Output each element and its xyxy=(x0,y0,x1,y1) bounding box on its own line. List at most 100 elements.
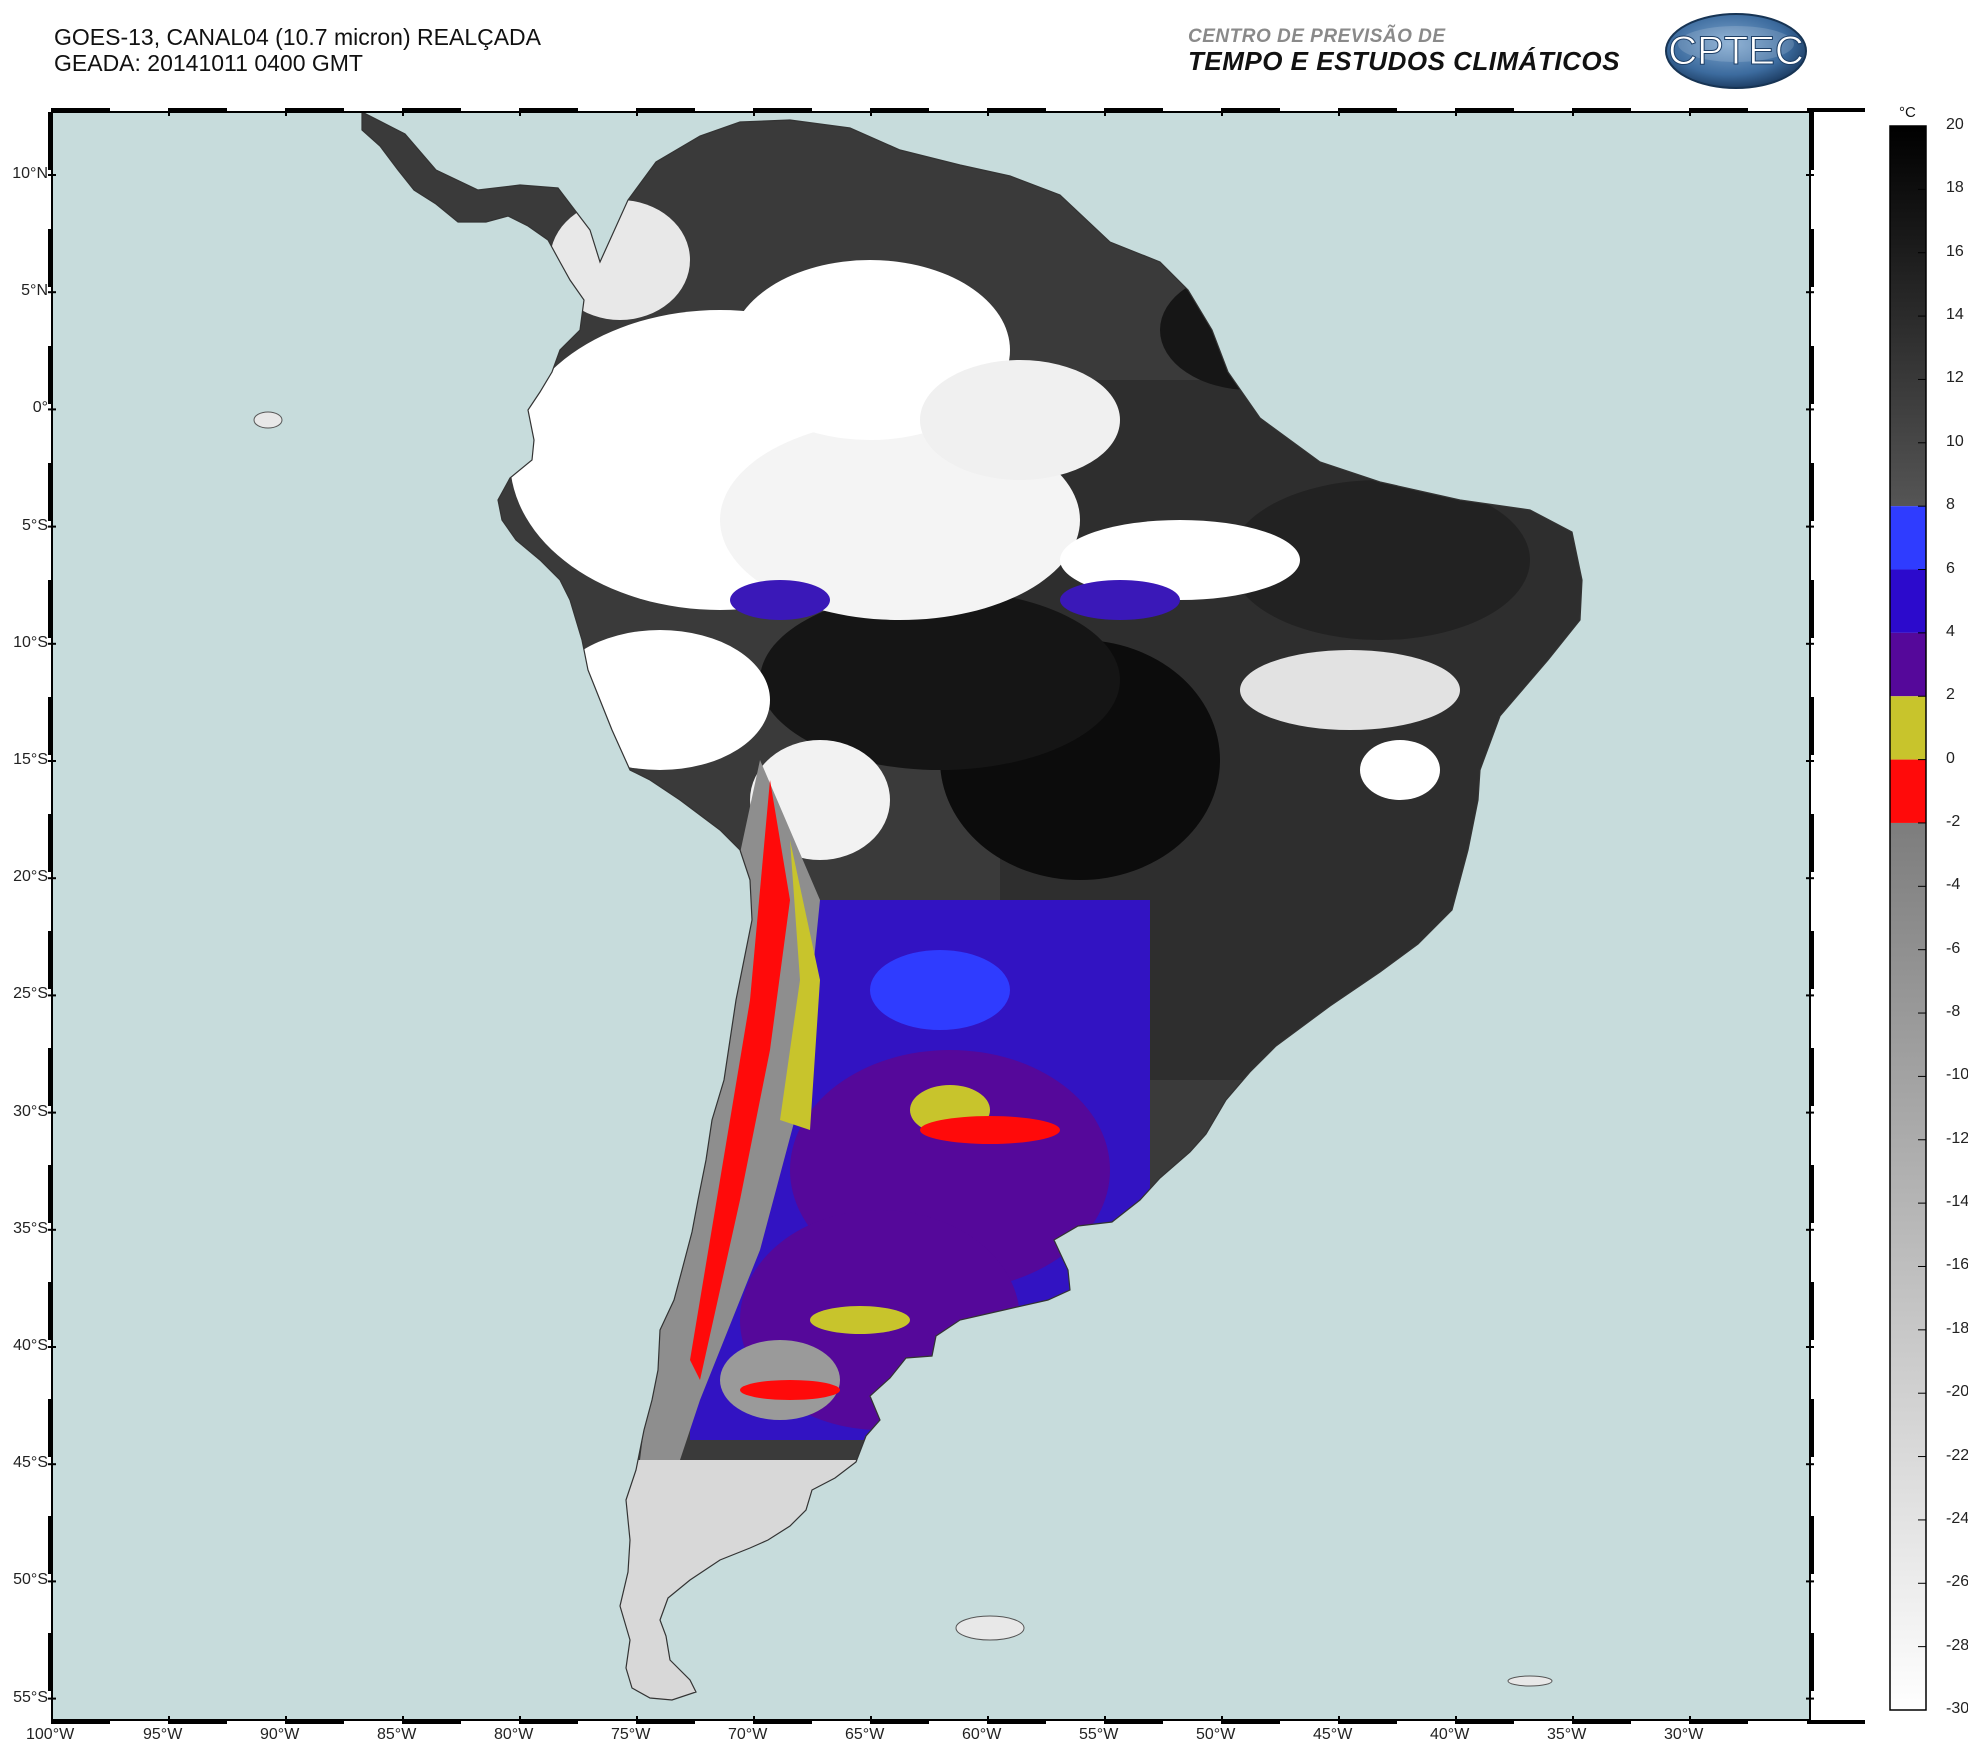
frame-bar xyxy=(520,108,578,112)
longitude-label: 90°W xyxy=(260,1726,300,1743)
frame-bar xyxy=(871,108,929,112)
frame-bar xyxy=(1810,346,1814,404)
longitude-label: 100°W xyxy=(26,1726,75,1743)
frame-bar xyxy=(48,1165,52,1223)
longitude-label: 75°W xyxy=(611,1726,651,1743)
colorbar-label: -6 xyxy=(1946,939,1961,957)
colorbar-label: -26 xyxy=(1946,1573,1968,1591)
frame-bar xyxy=(48,1633,52,1691)
colorbar-segment xyxy=(1890,506,1926,570)
longitude-label: 30°W xyxy=(1664,1726,1704,1743)
colorbar-label: 8 xyxy=(1946,496,1955,514)
frame-bar xyxy=(1222,108,1280,112)
frame-bar xyxy=(988,108,1046,112)
frame-bar xyxy=(48,463,52,521)
frame-bar xyxy=(48,1516,52,1574)
frame-bar xyxy=(52,108,110,112)
frame-bar xyxy=(1810,1165,1814,1223)
frame-bar xyxy=(48,1399,52,1457)
latitude-label: 55°S xyxy=(13,1688,48,1706)
longitude-label: 95°W xyxy=(143,1726,183,1743)
frame-bar xyxy=(1810,931,1814,989)
frame-bar xyxy=(1807,108,1865,112)
south-georgia-island xyxy=(1507,1675,1553,1687)
longitude-label: 65°W xyxy=(845,1726,885,1743)
colorbar-label: 10 xyxy=(1946,432,1964,450)
frame-bar xyxy=(1339,1720,1397,1724)
colorbar-label: -16 xyxy=(1946,1256,1968,1274)
institution-name-bottom: TEMPO E ESTUDOS CLIMÁTICOS xyxy=(1188,46,1620,76)
colorbar-label: -30 xyxy=(1946,1700,1968,1717)
frame-bar xyxy=(1105,1720,1163,1724)
frame-bar xyxy=(286,108,344,112)
frame-bar xyxy=(1810,1399,1814,1457)
longitude-label: 50°W xyxy=(1196,1726,1236,1743)
frame-bar xyxy=(637,108,695,112)
latitude-label: 10°N xyxy=(12,165,48,182)
latitude-label: 0° xyxy=(32,399,48,417)
colorbar-label: 12 xyxy=(1946,369,1964,387)
longitude-label: 85°W xyxy=(377,1726,417,1743)
galapagos-islands xyxy=(253,411,283,429)
latitude-label: 50°S xyxy=(13,1571,48,1589)
frame-bar xyxy=(48,1048,52,1106)
colorbar-label: 0 xyxy=(1946,749,1955,767)
colorbar-label: -24 xyxy=(1946,1509,1968,1527)
frame-bar xyxy=(1807,1720,1865,1724)
colorbar-label: -8 xyxy=(1946,1003,1961,1021)
colorbar-label: 16 xyxy=(1946,242,1964,260)
map-subtitle: GEADA: 20141011 0400 GMT xyxy=(54,50,363,76)
colorbar-segment xyxy=(1890,759,1926,823)
latitude-label: 5°S xyxy=(22,516,48,534)
frame-bar xyxy=(1105,108,1163,112)
cptec-logo: CPTEC xyxy=(1665,13,1807,89)
latitude-label: 45°S xyxy=(13,1454,48,1472)
frame-bar xyxy=(48,814,52,872)
colorbar-label: -2 xyxy=(1946,812,1961,830)
frame-bar xyxy=(403,1720,461,1724)
frame-bar xyxy=(1810,229,1814,287)
frame-bar xyxy=(403,108,461,112)
colorbar-label: 20 xyxy=(1946,116,1964,133)
frame-bar xyxy=(48,697,52,755)
frame-bar xyxy=(1810,697,1814,755)
frame-bar xyxy=(1810,1516,1814,1574)
frame-bar xyxy=(169,1720,227,1724)
frame-bar xyxy=(1810,580,1814,638)
frame-bar xyxy=(754,1720,812,1724)
frame-bar xyxy=(871,1720,929,1724)
frame-bar xyxy=(48,931,52,989)
map-frame-ticks xyxy=(48,108,1865,1724)
frame-bar xyxy=(48,229,52,287)
map-frame xyxy=(51,111,1811,1721)
latitude-label: 15°S xyxy=(13,751,48,768)
frame-bar xyxy=(1456,1720,1514,1724)
colorbar-label: -22 xyxy=(1946,1446,1968,1464)
frame-bar xyxy=(1339,108,1397,112)
frame-bar xyxy=(169,108,227,112)
map-title: GOES-13, CANAL04 (10.7 micron) REALÇADA xyxy=(54,24,542,50)
colorbar-label: 18 xyxy=(1946,179,1964,197)
colorbar-segment xyxy=(1890,696,1926,760)
colorbar-label: -4 xyxy=(1946,876,1961,894)
latitude-label: 35°S xyxy=(13,1219,48,1237)
colorbar-label: -28 xyxy=(1946,1636,1968,1654)
colorbar-segment xyxy=(1890,569,1926,633)
falkland-islands xyxy=(955,1615,1025,1641)
colorbar-label: 6 xyxy=(1946,559,1955,577)
colorbar-segment xyxy=(1890,632,1926,697)
frame-bar xyxy=(754,108,812,112)
frame-bar xyxy=(1222,1720,1280,1724)
latitude-label: 40°S xyxy=(13,1337,48,1354)
colorbar-label: -18 xyxy=(1946,1319,1968,1337)
latitude-label: 20°S xyxy=(13,868,48,886)
frame-bar xyxy=(1810,814,1814,872)
longitude-label: 40°W xyxy=(1430,1726,1470,1743)
frame-bar xyxy=(1573,1720,1631,1724)
frame-bar xyxy=(1690,108,1748,112)
colorbar-label: -14 xyxy=(1946,1193,1968,1211)
frame-bar xyxy=(988,1720,1046,1724)
frame-bar xyxy=(1810,1633,1814,1691)
svg-text:CPTEC: CPTEC xyxy=(1668,29,1804,73)
latitude-label: 5°N xyxy=(21,282,48,300)
